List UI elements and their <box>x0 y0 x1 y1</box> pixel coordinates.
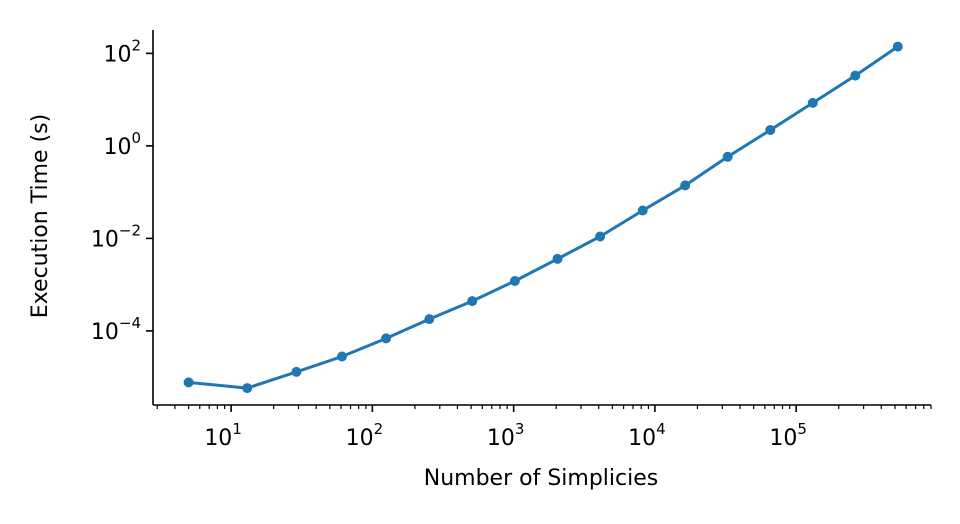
data-point <box>722 151 733 162</box>
x-tick-label: 103 <box>487 420 525 451</box>
data-point <box>765 125 776 135</box>
data-point <box>509 276 520 286</box>
data-point <box>424 314 435 325</box>
data-point <box>595 231 606 242</box>
data-point <box>892 41 903 52</box>
y-axis-label: Execution Time (s) <box>28 114 53 318</box>
x-tick-label: 104 <box>628 420 666 451</box>
data-point <box>291 366 302 377</box>
x-tick-label: 102 <box>346 420 384 451</box>
series-layer <box>183 41 903 394</box>
y-tick-label: 10−2 <box>91 221 141 252</box>
ticks-layer: 101 102 103 104 105 10−4 10−2 100 102 <box>91 36 932 451</box>
data-point <box>242 383 253 394</box>
x-tick-label: 101 <box>204 420 242 451</box>
x-axis-label: Number of Simplicies <box>424 466 658 491</box>
data-point <box>552 253 563 264</box>
data-point <box>467 296 478 307</box>
data-point <box>850 70 861 81</box>
y-tick-label: 102 <box>103 36 141 67</box>
x-tick-label: 105 <box>769 420 807 451</box>
y-tick-label: 10−4 <box>91 314 141 345</box>
data-point <box>680 180 691 191</box>
series-line <box>187 45 900 390</box>
data-point <box>183 377 194 388</box>
data-point <box>807 97 818 108</box>
data-point <box>637 205 648 216</box>
data-point <box>381 333 392 344</box>
data-point <box>337 351 347 362</box>
y-tick-label: 100 <box>103 129 141 160</box>
axes-layer <box>152 30 931 406</box>
